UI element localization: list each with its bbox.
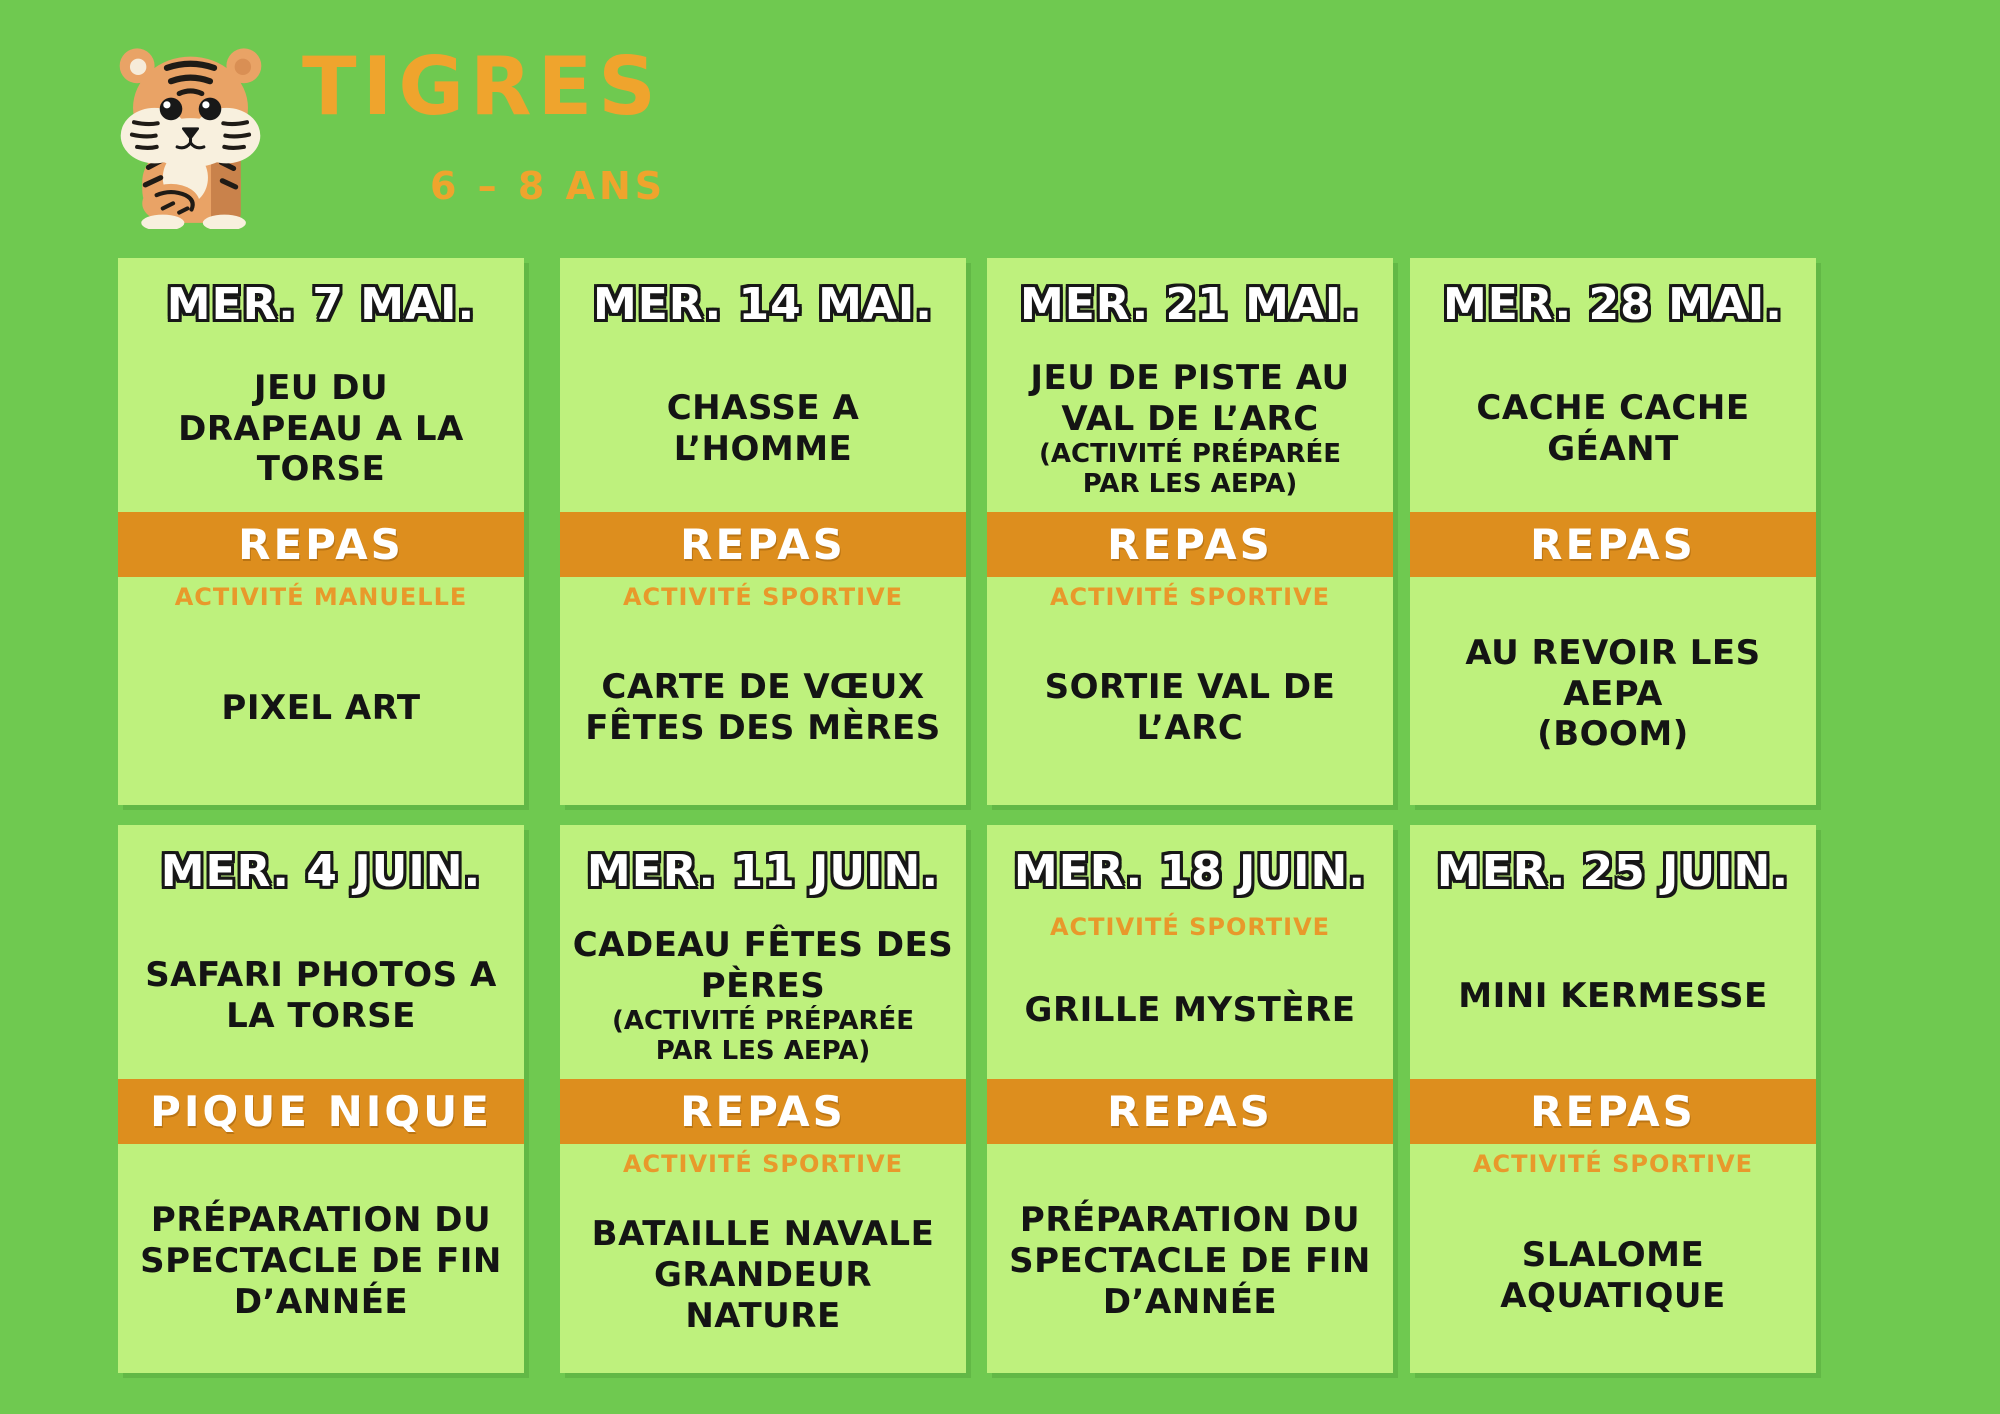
morning-section: CHASSE A L’HOMME — [560, 340, 966, 512]
afternoon-activity: PIXEL ART — [221, 687, 421, 728]
afternoon-activity: CARTE DE VŒUX FÊTES DES MÈRES — [585, 667, 941, 748]
afternoon-activity: AU REVOIR LES AEPA (BOOM) — [1465, 632, 1761, 755]
morning-activity: GRILLE MYSTÈRE — [1024, 989, 1356, 1030]
day-card-mer-4-juin: MER. 4 JUIN. SAFARI PHOTOS A LA TORSE PI… — [118, 825, 524, 1373]
afternoon-section: PRÉPARATION DU SPECTACLE DE FIN D’ANNÉE — [987, 1144, 1393, 1373]
afternoon-activity: SORTIE VAL DE L’ARC — [1044, 667, 1336, 748]
age-range-subtitle: 6 – 8 ANS — [430, 164, 667, 208]
card-date: MER. 21 MAI. — [1019, 278, 1361, 330]
card-date: MER. 18 JUIN. — [1013, 845, 1367, 897]
day-card-mer-7-mai: MER. 7 MAI. JEU DU DRAPEAU A LA TORSE RE… — [118, 258, 524, 805]
morning-activity: CADEAU FÊTES DES PÈRES — [572, 925, 954, 1007]
morning-section: ACTIVITÉ SPORTIVE GRILLE MYSTÈRE — [987, 907, 1393, 1079]
morning-section: CADEAU FÊTES DES PÈRES (ACTIVITÉ PRÉPARÉ… — [560, 907, 966, 1079]
card-date: MER. 28 MAI. — [1442, 278, 1784, 330]
meal-banner: REPAS — [560, 512, 966, 577]
day-card-mer-14-mai: MER. 14 MAI. CHASSE A L’HOMME REPAS ACTI… — [560, 258, 966, 805]
day-card-mer-25-juin: MER. 25 JUIN. MINI KERMESSE REPAS ACTIVI… — [1410, 825, 1816, 1373]
meal-banner: REPAS — [118, 512, 524, 577]
meal-banner: REPAS — [560, 1079, 966, 1144]
afternoon-activity-type-label: ACTIVITÉ SPORTIVE — [1472, 1150, 1754, 1178]
afternoon-section: ACTIVITÉ SPORTIVE CARTE DE VŒUX FÊTES DE… — [560, 577, 966, 805]
morning-section: CACHE CACHE GÉANT — [1410, 340, 1816, 512]
afternoon-activity-type-label: ACTIVITÉ SPORTIVE — [622, 1150, 904, 1178]
morning-section: JEU DE PISTE AU VAL DE L’ARC (ACTIVITÉ P… — [987, 340, 1393, 512]
afternoon-activity: PRÉPARATION DU SPECTACLE DE FIN D’ANNÉE — [1009, 1200, 1371, 1322]
afternoon-activity: SLALOME AQUATIQUE — [1500, 1234, 1726, 1316]
morning-activity: MINI KERMESSE — [1458, 975, 1768, 1016]
meal-banner: PIQUE NIQUE — [118, 1079, 524, 1144]
meal-banner: REPAS — [1410, 512, 1816, 577]
card-date: MER. 14 MAI. — [592, 278, 934, 330]
afternoon-section: ACTIVITÉ MANUELLE PIXEL ART — [118, 577, 524, 805]
day-card-mer-11-juin: MER. 11 JUIN. CADEAU FÊTES DES PÈRES (AC… — [560, 825, 966, 1373]
group-title: TIGRES — [302, 40, 662, 133]
afternoon-section: PRÉPARATION DU SPECTACLE DE FIN D’ANNÉE — [118, 1144, 524, 1373]
card-date: MER. 4 JUIN. — [160, 845, 482, 897]
morning-activity: CHASSE A L’HOMME — [666, 388, 860, 469]
day-card-mer-18-juin: MER. 18 JUIN. ACTIVITÉ SPORTIVE GRILLE M… — [987, 825, 1393, 1373]
morning-activity: CACHE CACHE GÉANT — [1476, 388, 1750, 469]
afternoon-activity: BATAILLE NAVALE GRANDEUR NATURE — [591, 1214, 935, 1336]
card-date: MER. 11 JUIN. — [586, 845, 940, 897]
day-card-mer-28-mai: MER. 28 MAI. CACHE CACHE GÉANT REPAS AU … — [1410, 258, 1816, 805]
afternoon-activity-type-label: ACTIVITÉ SPORTIVE — [622, 583, 904, 611]
morning-section: JEU DU DRAPEAU A LA TORSE — [118, 340, 524, 512]
meal-banner: REPAS — [987, 1079, 1393, 1144]
morning-activity: SAFARI PHOTOS A LA TORSE — [145, 955, 497, 1036]
morning-activity: JEU DE PISTE AU VAL DE L’ARC — [1030, 358, 1350, 440]
morning-activity: JEU DU DRAPEAU A LA TORSE — [178, 367, 464, 490]
morning-activity-type-label: ACTIVITÉ SPORTIVE — [1049, 913, 1331, 941]
afternoon-section: AU REVOIR LES AEPA (BOOM) — [1410, 577, 1816, 805]
day-card-mer-21-mai: MER. 21 MAI. JEU DE PISTE AU VAL DE L’AR… — [987, 258, 1393, 805]
afternoon-activity-type-label: ACTIVITÉ MANUELLE — [174, 583, 468, 611]
card-date: MER. 7 MAI. — [166, 278, 476, 330]
morning-section: SAFARI PHOTOS A LA TORSE — [118, 907, 524, 1079]
card-date: MER. 25 JUIN. — [1436, 845, 1790, 897]
afternoon-activity-type-label: ACTIVITÉ SPORTIVE — [1049, 583, 1331, 611]
morning-activity-note: (ACTIVITÉ PRÉPARÉE PAR LES AEPA) — [1038, 438, 1341, 499]
afternoon-section: ACTIVITÉ SPORTIVE SORTIE VAL DE L’ARC — [987, 577, 1393, 805]
afternoon-section: ACTIVITÉ SPORTIVE BATAILLE NAVALE GRANDE… — [560, 1144, 966, 1373]
afternoon-section: ACTIVITÉ SPORTIVE SLALOME AQUATIQUE — [1410, 1144, 1816, 1373]
tiger-mascot-icon — [119, 48, 262, 229]
afternoon-activity: PRÉPARATION DU SPECTACLE DE FIN D’ANNÉE — [140, 1200, 502, 1322]
meal-banner: REPAS — [1410, 1079, 1816, 1144]
morning-activity-note: (ACTIVITÉ PRÉPARÉE PAR LES AEPA) — [611, 1005, 914, 1066]
meal-banner: REPAS — [987, 512, 1393, 577]
morning-section: MINI KERMESSE — [1410, 907, 1816, 1079]
